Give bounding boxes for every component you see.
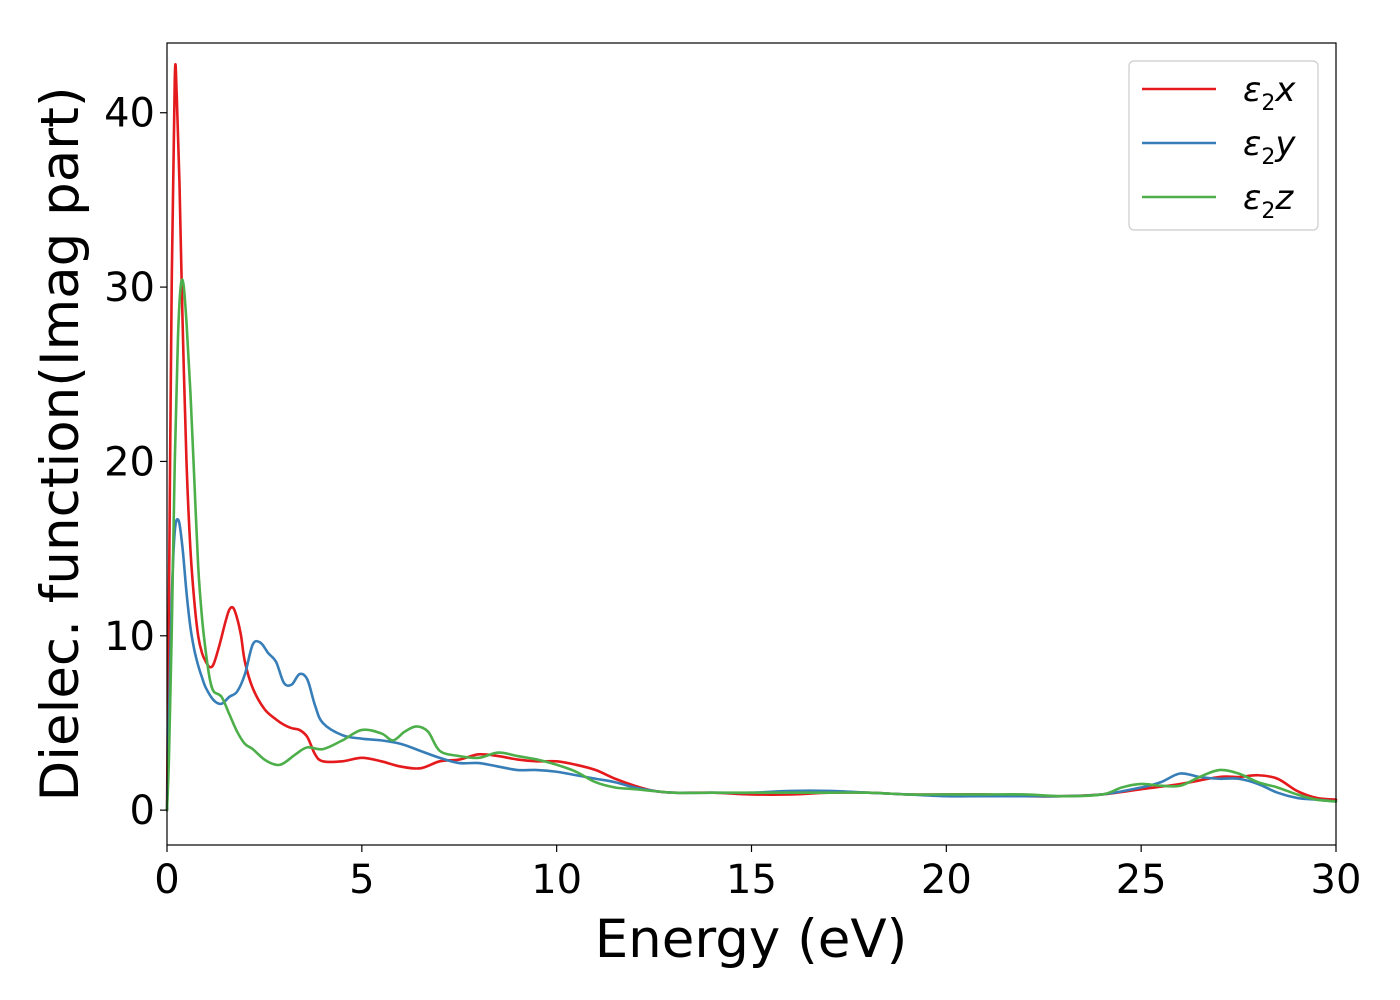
legend-label-x: ε2x	[1243, 70, 1296, 116]
ticks-layer: 0 5 10 15 20 25 30 0 10 20 30 40	[104, 91, 1361, 903]
y-tick-label: 30	[104, 265, 155, 311]
x-tick-label: 5	[349, 857, 374, 903]
series-layer	[165, 62, 1338, 812]
x-tick-label: 30	[1311, 857, 1362, 903]
x-tick-label: 0	[154, 857, 179, 903]
legend: ε2x ε2y ε2z	[1128, 60, 1319, 231]
x-tick-label: 10	[531, 857, 582, 903]
legend-label-y: ε2y	[1243, 124, 1296, 170]
series-line-z	[165, 278, 1338, 812]
legend-box	[1128, 60, 1319, 231]
x-tick-label: 20	[921, 857, 972, 903]
y-axis-label: Dielec. function(Imag part)	[30, 86, 91, 801]
y-tick-label: 40	[104, 91, 155, 137]
x-axis-label: Energy (eV)	[595, 909, 908, 970]
y-tick-label: 20	[104, 439, 155, 485]
legend-label-z: ε2z	[1243, 178, 1294, 224]
y-tick-label: 10	[104, 614, 155, 660]
x-tick-label: 25	[1116, 857, 1167, 903]
x-tick-label: 15	[726, 857, 777, 903]
y-tick-label: 0	[130, 788, 155, 834]
